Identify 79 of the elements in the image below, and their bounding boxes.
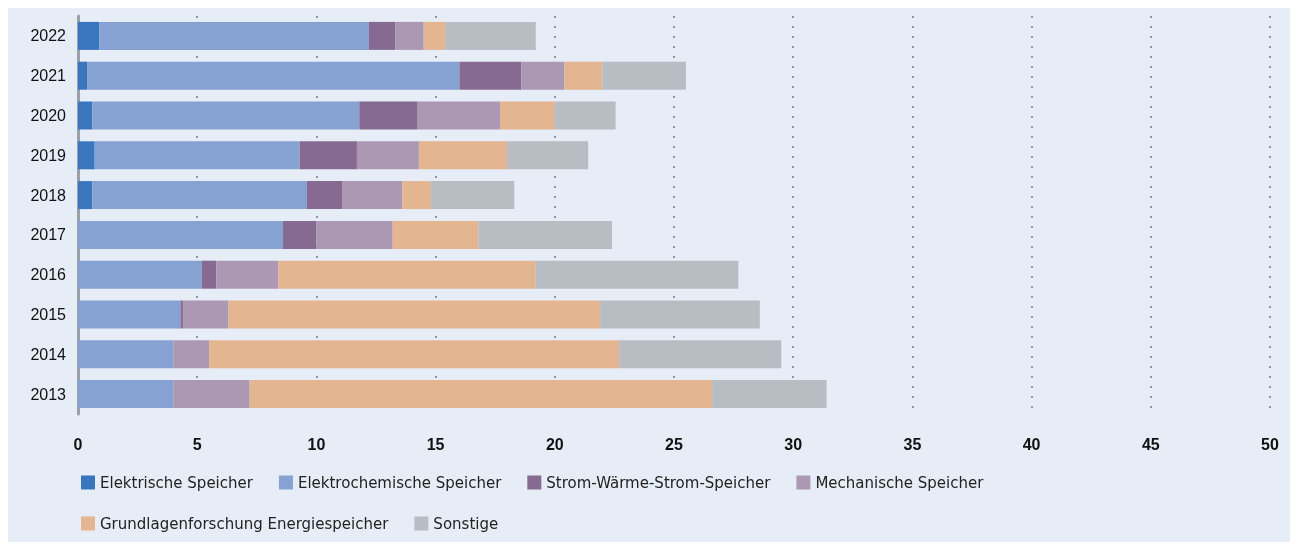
bar [78,141,95,170]
bar [209,340,620,369]
x-tick-label: 45 [1141,435,1160,453]
bar [712,380,827,409]
bar [92,181,307,210]
x-tick-label: 25 [665,435,683,453]
x-tick-label: 0 [73,435,83,453]
x-tick-label: 35 [903,435,922,453]
bar [78,61,88,90]
y-tick-label: 2015 [30,306,67,323]
bar [94,141,300,170]
bar [249,380,713,409]
y-tick-label: 2022 [30,27,67,45]
bar [78,300,181,329]
bar [564,61,603,90]
bar [499,101,555,130]
legend-label: Grundlagenforschung Energiespeicher [100,514,390,533]
x-tick-label: 5 [192,435,202,453]
bar [78,340,174,369]
bar [359,101,418,130]
bar [554,101,616,130]
bar [278,260,536,289]
legend-label: Elektrische Speicher [100,473,254,492]
bar [430,181,515,210]
legend-label: Sonstige [433,514,499,533]
bar [78,260,202,289]
y-tick-label: 2014 [30,345,67,363]
bar [299,141,357,170]
x-tick-label: 30 [784,435,803,453]
bar [78,181,93,210]
bar [228,300,601,329]
x-tick-label: 50 [1261,435,1279,453]
legend-label: Strom-Wärme-Strom-Speicher [546,473,772,492]
y-tick-label: 2019 [30,146,67,164]
bar [78,380,174,409]
bar [507,141,589,170]
y-tick-label: 2020 [30,107,67,124]
legend-label: Elektrochemische Speicher [297,473,503,492]
legend-label: Mechanische Speicher [815,473,985,492]
bar [283,220,317,249]
bar [459,61,522,90]
bar [602,61,686,90]
bar [216,260,279,289]
y-tick-label: 2017 [30,226,67,244]
bar [395,21,424,50]
bar [521,61,565,90]
bar [306,181,343,210]
x-tick-label: 10 [307,435,326,453]
bar [182,300,229,329]
y-tick-label: 2013 [30,385,67,403]
bar [392,220,479,249]
bar [619,340,782,369]
bar [423,21,446,50]
y-tick-label: 2016 [30,266,67,284]
bar [417,101,500,130]
bar [201,260,217,289]
bar [87,61,460,90]
bar [478,220,613,249]
bar [173,340,210,369]
bar [402,181,431,210]
bar [368,21,396,50]
x-tick-label: 15 [426,435,445,453]
bar [445,21,536,50]
bar [356,141,419,170]
bar [92,101,360,130]
x-tick-label: 20 [545,435,564,453]
bar [78,21,100,50]
y-tick-label: 2021 [30,67,67,85]
bar [99,21,369,50]
bar [535,260,739,289]
y-tick-label: 2018 [30,186,67,204]
bar [173,380,250,409]
bar [600,300,760,329]
bar [316,220,393,249]
x-tick-label: 40 [1022,435,1041,453]
bar [418,141,508,170]
bar [342,181,403,210]
bar [78,101,93,130]
bar [78,220,284,249]
